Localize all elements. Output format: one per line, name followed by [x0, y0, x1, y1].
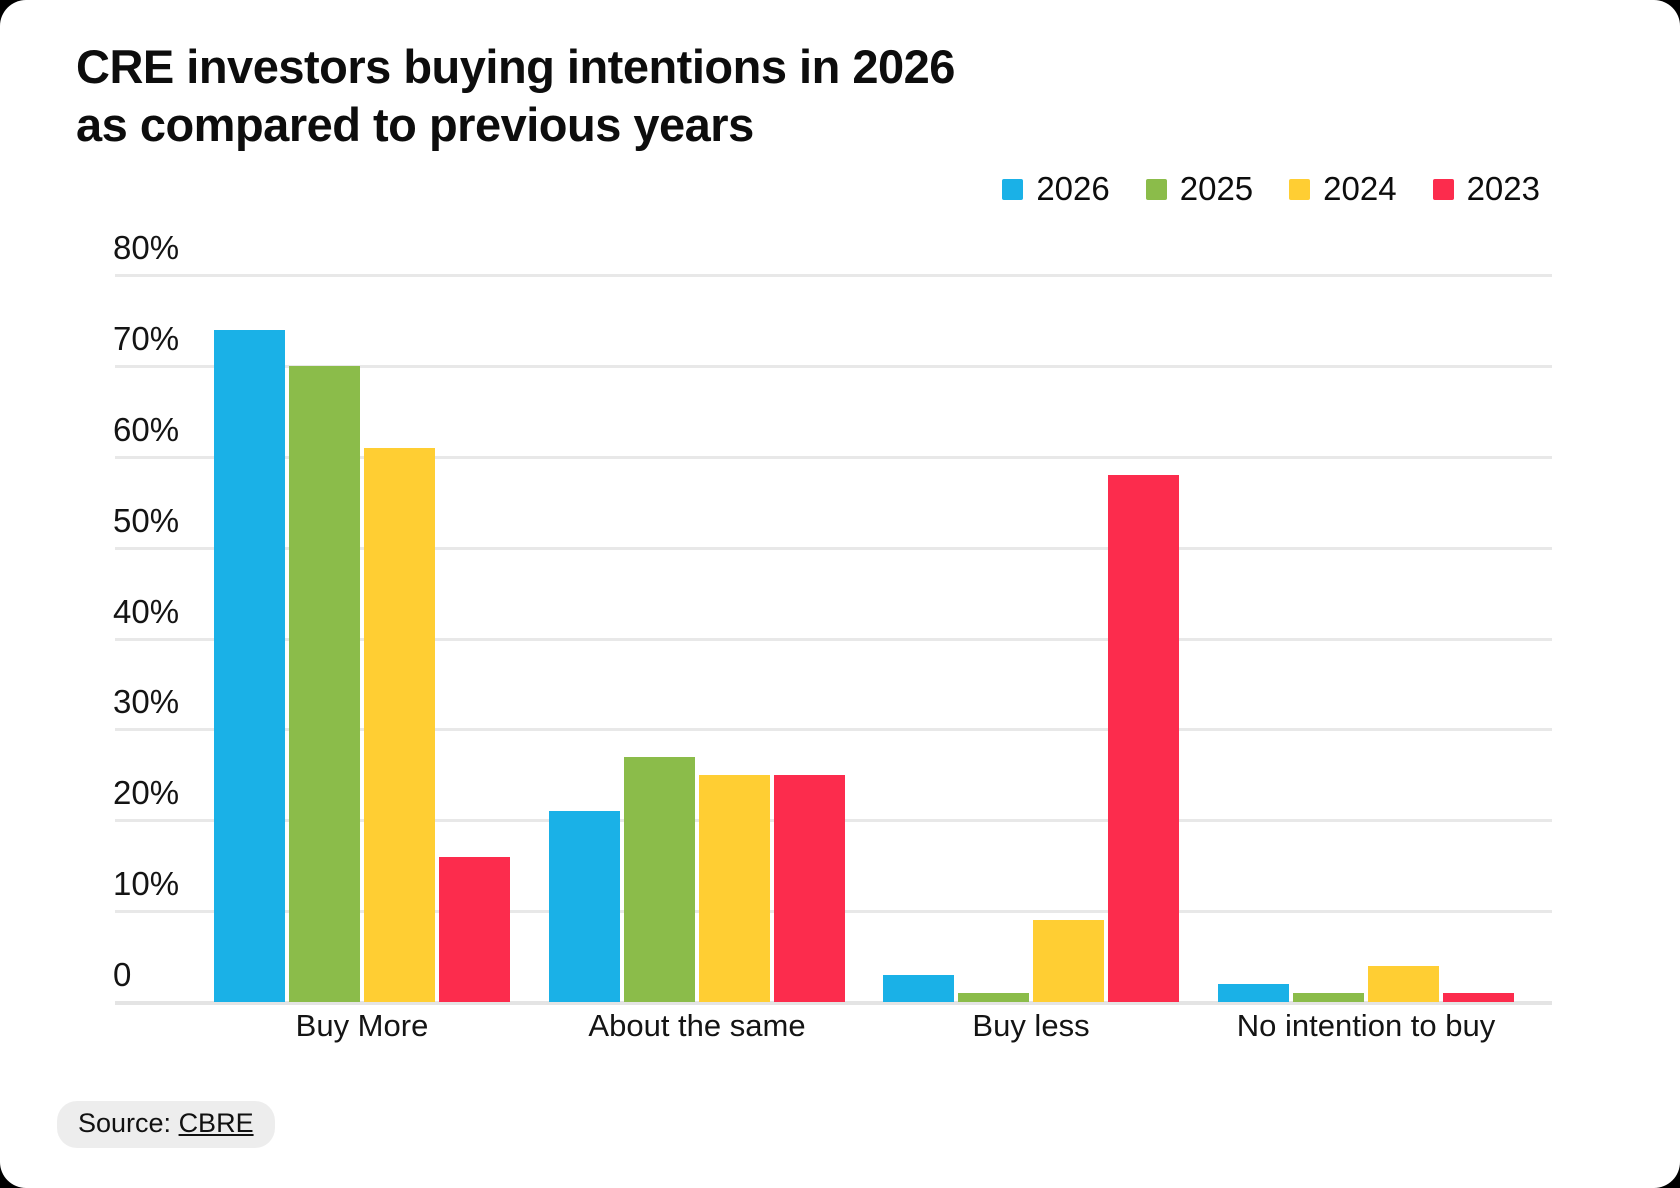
legend-label-2025: 2025 [1179, 170, 1254, 207]
source-badge: Source: CBRE [57, 1101, 275, 1148]
gridline-30pct [115, 728, 1552, 732]
gridline-60pct [115, 455, 1552, 459]
y-axis-label-10pct: 10% [113, 865, 180, 903]
legend-swatch-2025 [1145, 178, 1167, 200]
bar-group-buy-more [214, 275, 510, 1002]
y-axis-label-70pct: 70% [113, 319, 180, 357]
chart-title-line2: as compared to previous years [76, 98, 754, 151]
bar-2026-no-intention-to-buy[interactable] [1218, 984, 1289, 1002]
gridline-0 [115, 1001, 1552, 1005]
legend-label-2024: 2024 [1323, 170, 1397, 207]
bar-group-no-intention-to-buy [1218, 275, 1514, 1002]
gridline-40pct [115, 637, 1552, 641]
bar-2024-no-intention-to-buy[interactable] [1368, 966, 1439, 1002]
bar-2024-buy-more[interactable] [364, 448, 435, 1002]
legend-swatch-2024 [1289, 178, 1311, 200]
bar-group-about-the-same [549, 275, 845, 1002]
bar-2025-buy-less[interactable] [958, 993, 1029, 1002]
chart-title: CRE investors buying intentions in 2026 … [76, 38, 955, 154]
bar-group-buy-less [883, 275, 1179, 1002]
legend-swatch-2023 [1432, 178, 1454, 200]
x-axis-label-about-the-same: About the same [588, 1008, 806, 1043]
bar-2024-buy-less[interactable] [1033, 920, 1104, 1002]
y-axis-label-80pct: 80% [113, 229, 180, 266]
x-axis-label-no-intention-to-buy: No intention to buy [1236, 1008, 1496, 1043]
gridline-80pct [115, 274, 1552, 277]
legend-item-2026[interactable]: 2026 [1002, 170, 1110, 208]
source-link[interactable]: CBRE [178, 1108, 254, 1138]
y-axis-label-0: 0 [113, 956, 132, 993]
legend-item-2024[interactable]: 2024 [1289, 170, 1397, 208]
x-axis-label-buy-more: Buy More [295, 1008, 429, 1043]
bar-2023-about-the-same[interactable] [774, 775, 845, 1002]
legend-label-2023: 2023 [1466, 170, 1540, 207]
chart-title-line1: CRE investors buying intentions in 2026 [76, 40, 955, 93]
bar-2023-no-intention-to-buy[interactable] [1443, 993, 1514, 1002]
bar-2026-buy-less[interactable] [883, 975, 954, 1002]
y-axis-label-40pct: 40% [113, 592, 180, 630]
gridline-70pct [115, 364, 1552, 368]
legend: 2026 2025 2024 2023 [1002, 168, 1540, 210]
gridline-50pct [115, 546, 1552, 550]
bar-2026-buy-more[interactable] [214, 330, 285, 1002]
legend-swatch-2026 [1002, 178, 1024, 200]
y-axis-label-30pct: 30% [113, 683, 180, 721]
legend-item-2025[interactable]: 2025 [1145, 170, 1254, 208]
legend-item-2023[interactable]: 2023 [1432, 170, 1540, 208]
source-label: Source: [78, 1108, 179, 1138]
y-axis-label-60pct: 60% [113, 410, 180, 448]
bar-2023-buy-less[interactable] [1108, 475, 1179, 1002]
bar-2025-no-intention-to-buy[interactable] [1293, 993, 1364, 1002]
legend-label-2026: 2026 [1036, 170, 1110, 207]
bar-2025-about-the-same[interactable] [624, 757, 695, 1002]
y-axis-label-20pct: 20% [113, 774, 180, 812]
bar-2025-buy-more[interactable] [289, 366, 360, 1002]
bar-2024-about-the-same[interactable] [699, 775, 770, 1002]
bar-2023-buy-more[interactable] [439, 857, 510, 1002]
y-axis-label-50pct: 50% [113, 501, 180, 539]
x-axis-label-buy-less: Buy less [972, 1008, 1090, 1043]
bar-2026-about-the-same[interactable] [549, 811, 620, 1002]
